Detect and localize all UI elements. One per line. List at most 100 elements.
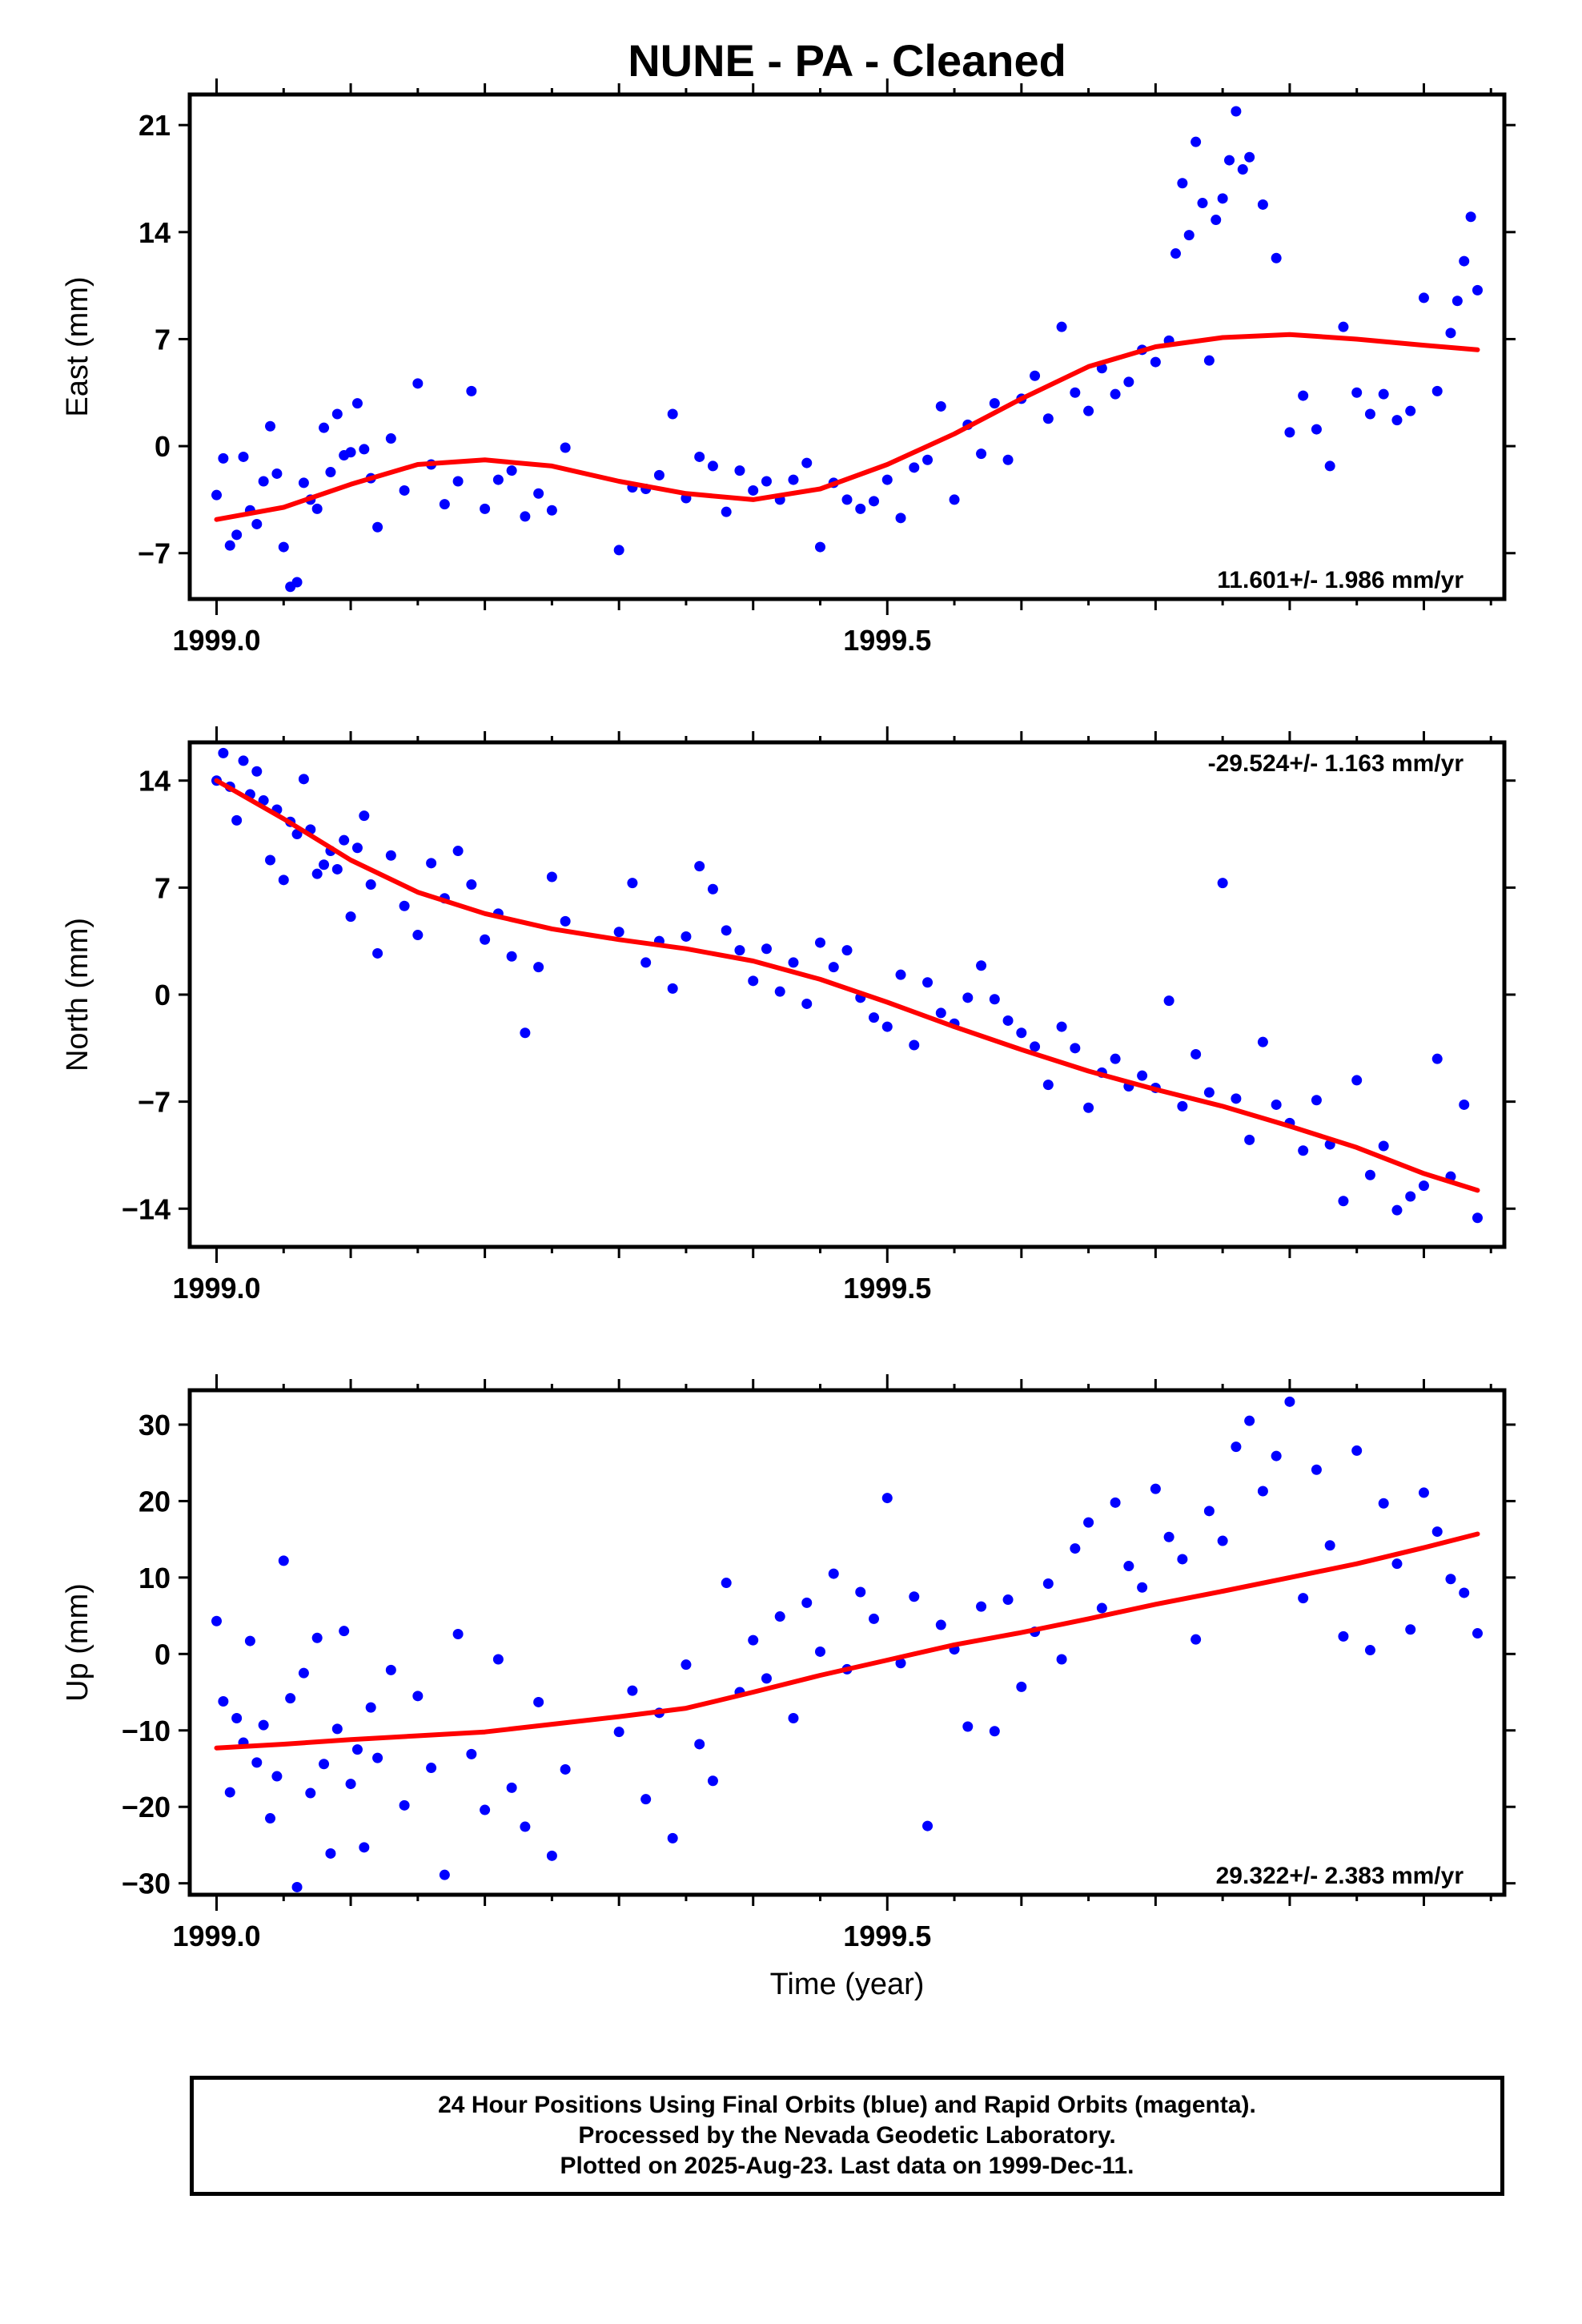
data-point: [372, 1752, 383, 1763]
data-point: [1472, 1212, 1483, 1224]
data-point: [560, 915, 571, 927]
data-point: [1177, 1100, 1188, 1112]
data-point: [265, 420, 276, 432]
data-point: [721, 506, 732, 517]
data-point: [1284, 1396, 1295, 1407]
data-point: [1445, 328, 1456, 339]
data-point: [788, 957, 799, 968]
y-tick-label: −10: [122, 1715, 171, 1747]
data-point: [627, 878, 638, 889]
data-point: [480, 503, 491, 514]
data-point: [721, 1578, 732, 1589]
data-point: [909, 1591, 920, 1602]
data-point: [231, 1713, 243, 1723]
data-point: [640, 957, 652, 968]
data-point: [1391, 415, 1403, 426]
y-axis-label: Up (mm): [61, 1583, 94, 1702]
data-point: [325, 467, 336, 478]
data-point: [613, 927, 624, 938]
data-point: [224, 1787, 235, 1798]
data-point: [244, 1635, 255, 1647]
data-point: [1211, 215, 1222, 226]
data-point: [962, 992, 974, 1003]
data-point: [667, 983, 678, 994]
data-point: [319, 422, 330, 433]
data-point: [1271, 252, 1282, 263]
data-point: [707, 883, 718, 895]
data-point: [426, 1763, 437, 1774]
y-axis-label: North (mm): [61, 918, 94, 1072]
data-point: [1431, 1526, 1443, 1538]
data-point: [1364, 1169, 1375, 1180]
data-point: [560, 442, 571, 453]
data-point: [989, 398, 1000, 409]
data-point: [895, 1658, 906, 1669]
data-point: [1231, 1093, 1242, 1104]
data-point: [881, 474, 893, 485]
data-point: [399, 900, 410, 911]
data-point: [1170, 248, 1181, 259]
data-point: [935, 1619, 946, 1630]
data-point: [1042, 1080, 1054, 1091]
y-tick-label: 20: [139, 1485, 171, 1518]
data-point: [1271, 1450, 1282, 1462]
data-point: [265, 854, 276, 866]
data-point: [412, 930, 424, 941]
data-point: [734, 945, 745, 956]
data-point: [721, 925, 732, 936]
data-point: [869, 1012, 880, 1023]
data-point: [935, 1007, 946, 1019]
data-point: [694, 861, 705, 872]
data-point: [895, 513, 906, 524]
data-point: [218, 747, 229, 758]
data-point: [546, 871, 557, 883]
data-point: [653, 469, 665, 480]
data-point: [1418, 1180, 1429, 1192]
data-point: [311, 868, 323, 879]
data-point: [1257, 1486, 1268, 1497]
y-tick-label: 0: [155, 430, 171, 463]
data-point: [841, 494, 853, 505]
data-point: [480, 934, 491, 945]
data-point: [640, 1794, 652, 1805]
fit-line: [214, 778, 1480, 1193]
data-point: [681, 931, 692, 942]
data-point: [707, 1775, 718, 1787]
data-point: [1445, 1574, 1456, 1585]
data-point: [1016, 1027, 1027, 1039]
data-point: [426, 858, 437, 869]
data-point: [520, 1821, 531, 1832]
data-point: [265, 1813, 276, 1824]
data-point: [1191, 1048, 1202, 1059]
data-point: [492, 474, 504, 485]
data-point: [1431, 385, 1443, 396]
data-point: [1056, 1654, 1067, 1665]
data-point: [331, 408, 343, 420]
data-point: [278, 541, 289, 553]
data-point: [1338, 1630, 1349, 1642]
data-point: [788, 1713, 799, 1723]
data-point: [748, 485, 759, 496]
data-point: [1431, 1053, 1443, 1064]
data-point: [385, 433, 396, 444]
north-data-layer: [211, 747, 1483, 1224]
y-tick-label: −20: [122, 1791, 171, 1823]
data-point: [1459, 1587, 1470, 1598]
x-tick-label: 1999.5: [843, 1920, 931, 1952]
data-point: [1298, 1145, 1309, 1156]
data-point: [506, 465, 517, 476]
data-point: [1364, 408, 1375, 420]
data-point: [452, 1629, 464, 1639]
data-point: [1418, 1487, 1429, 1498]
data-point: [351, 1744, 363, 1755]
data-point: [452, 476, 464, 487]
data-point: [1030, 1041, 1041, 1052]
data-point: [922, 454, 934, 465]
data-point: [520, 1027, 531, 1039]
data-point: [345, 447, 356, 458]
data-point: [1378, 1140, 1389, 1152]
data-point: [1237, 164, 1248, 175]
rate-label: 29.322+/- 2.383 mm/yr: [1216, 1863, 1464, 1889]
data-point: [627, 1685, 638, 1696]
data-point: [211, 1615, 223, 1626]
